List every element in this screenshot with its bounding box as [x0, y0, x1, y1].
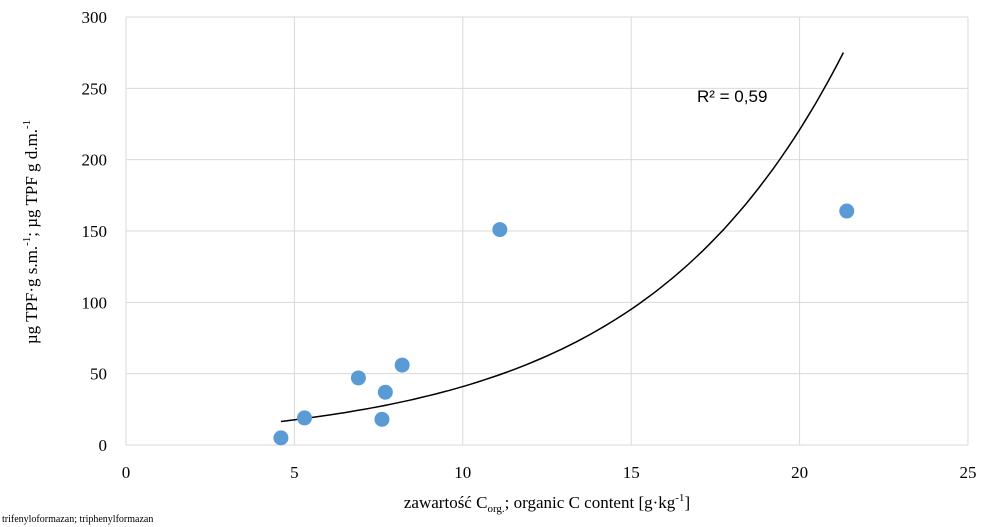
x-tick-label: 25 — [960, 463, 977, 482]
trendline — [280, 52, 845, 423]
y-tick-labels: 0 50 100 150 200 250 300 — [82, 8, 108, 455]
x-tick-labels: 0 5 10 15 20 25 — [122, 463, 977, 482]
data-point — [492, 222, 508, 238]
y-tick-label: 200 — [82, 151, 108, 170]
data-point — [297, 410, 313, 426]
y-tick-label: 0 — [99, 436, 108, 455]
y-tick-label: 50 — [90, 365, 107, 384]
data-point — [273, 430, 289, 446]
x-axis-title-sup: -1 — [675, 492, 684, 504]
y-tick-label: 300 — [82, 8, 108, 27]
data-point — [350, 370, 366, 386]
gridlines — [125, 16, 969, 446]
x-axis-title-part2: ; organic C content [g·kg — [505, 493, 676, 512]
x-axis-title-part1: zawartość C — [404, 493, 488, 512]
y-axis-title-part2: ; µg TPF g d.m. — [22, 129, 41, 237]
x-axis-title-part3: ] — [684, 493, 690, 512]
y-axis-title: µg TPF·g s.m.-1; µg TPF g d.m.-1 — [21, 120, 41, 344]
footnote: trifenyloformazan; triphenylformazan — [2, 514, 154, 525]
y-tick-label: 250 — [82, 79, 108, 98]
x-tick-label: 20 — [791, 463, 808, 482]
y-axis-title-part1: µg TPF·g s.m. — [22, 246, 41, 344]
trendline-group — [280, 52, 845, 423]
x-tick-label: 15 — [623, 463, 640, 482]
data-point — [394, 357, 410, 373]
data-point — [377, 384, 393, 400]
r-squared-annotation: R² = 0,59 — [697, 87, 767, 106]
y-axis-title-sup1: -1 — [21, 237, 33, 246]
y-tick-label: 150 — [82, 222, 108, 241]
y-tick-label: 100 — [82, 293, 108, 312]
x-tick-label: 0 — [122, 463, 131, 482]
y-axis-title-sup2: -1 — [21, 120, 33, 129]
data-points — [273, 203, 855, 446]
x-axis-title-sub: org. — [487, 503, 504, 515]
x-axis-title: zawartość Corg.; organic C content [g·kg… — [404, 492, 690, 515]
data-point — [839, 203, 855, 219]
x-tick-label: 5 — [290, 463, 299, 482]
data-point — [374, 411, 390, 427]
x-tick-label: 10 — [454, 463, 471, 482]
